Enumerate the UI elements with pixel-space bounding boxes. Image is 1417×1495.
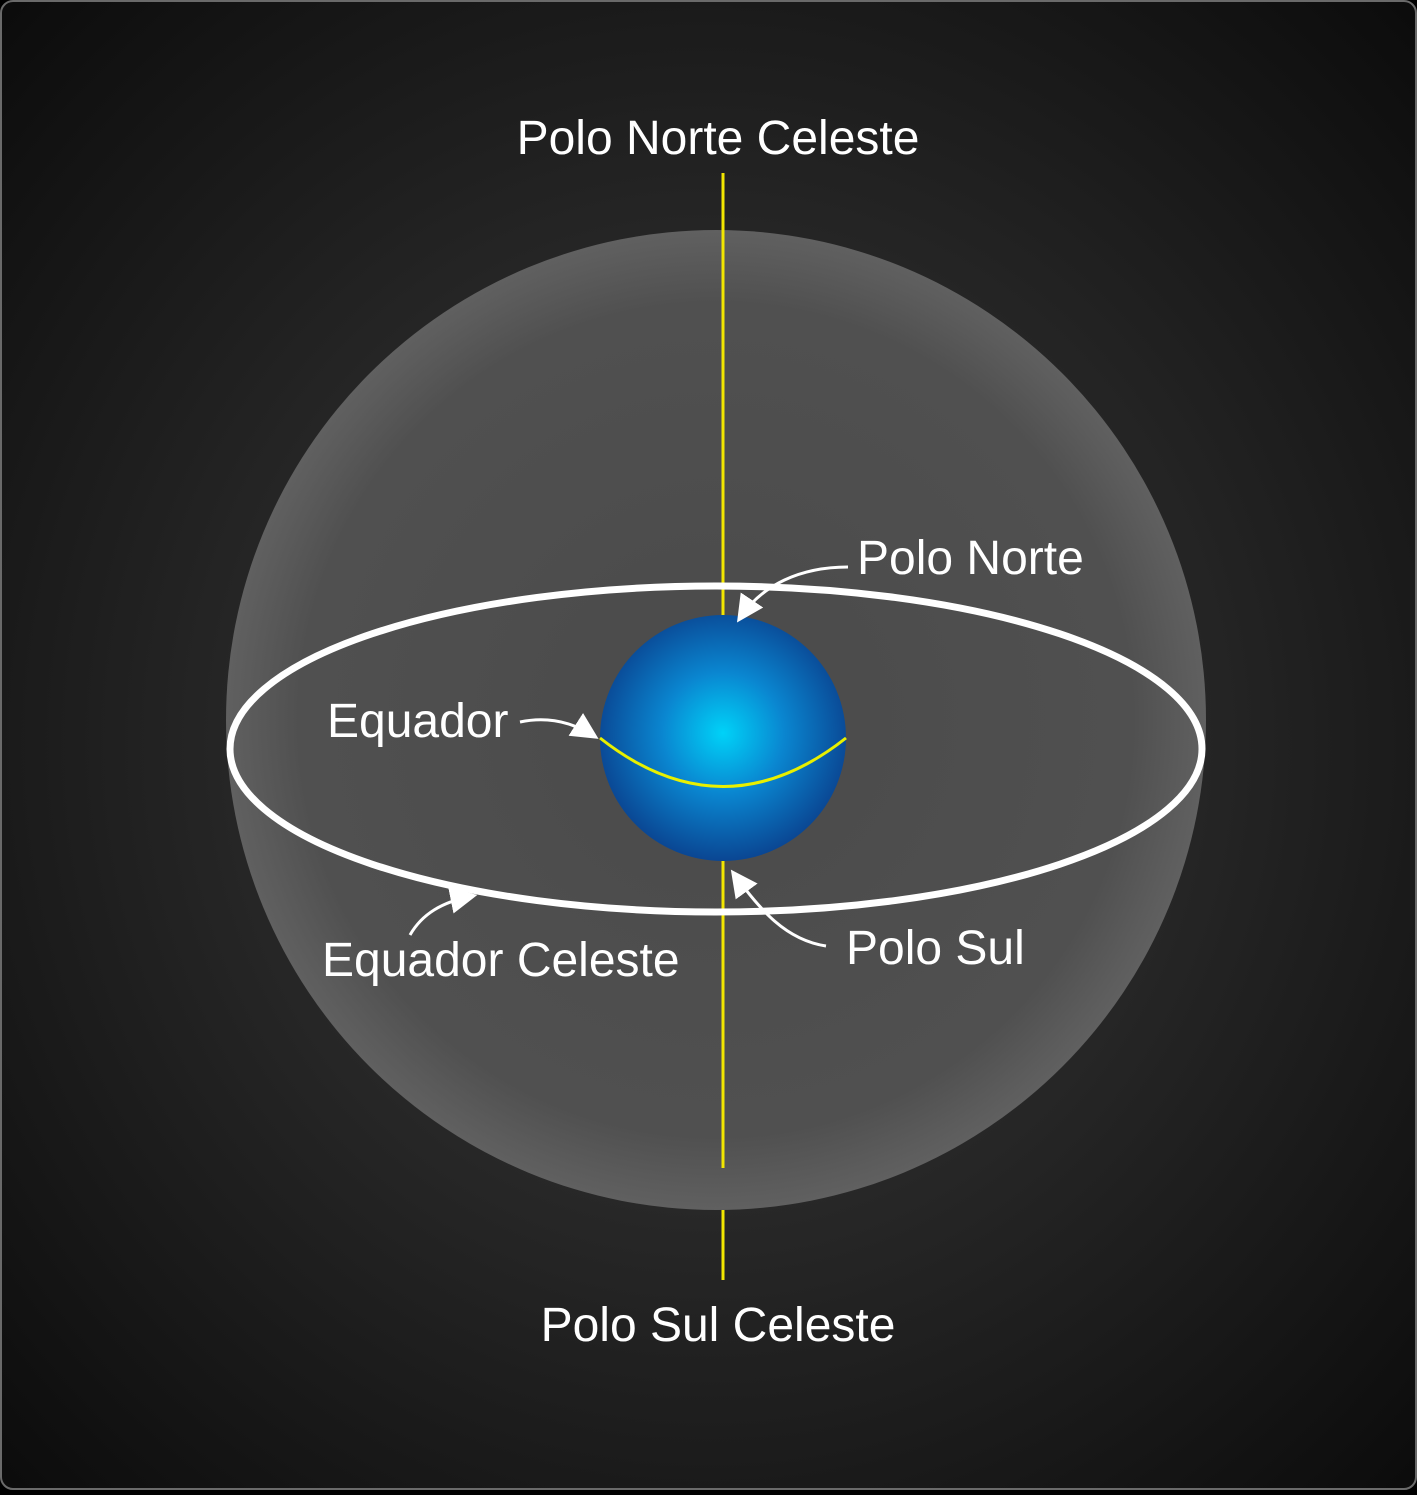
pointer-arrow-celestial-equator [408,887,478,936]
earth-equator-line [599,736,847,788]
label-south-pole: Polo Sul [846,922,1025,975]
pointer-arrow-equator [519,713,599,739]
label-south-celestial-pole: Polo Sul Celeste [541,1299,896,1352]
earth-globe [600,615,846,861]
label-celestial-equator: Equador Celeste [322,934,680,987]
label-equator: Equador [327,695,508,748]
pointer-arrow-south-pole [730,869,827,948]
label-north-celestial-pole: Polo Norte Celeste [517,112,920,165]
pointer-arrow-north-pole [737,565,849,623]
label-north-pole: Polo Norte [857,532,1084,585]
celestial-equator-ring [226,582,1206,916]
